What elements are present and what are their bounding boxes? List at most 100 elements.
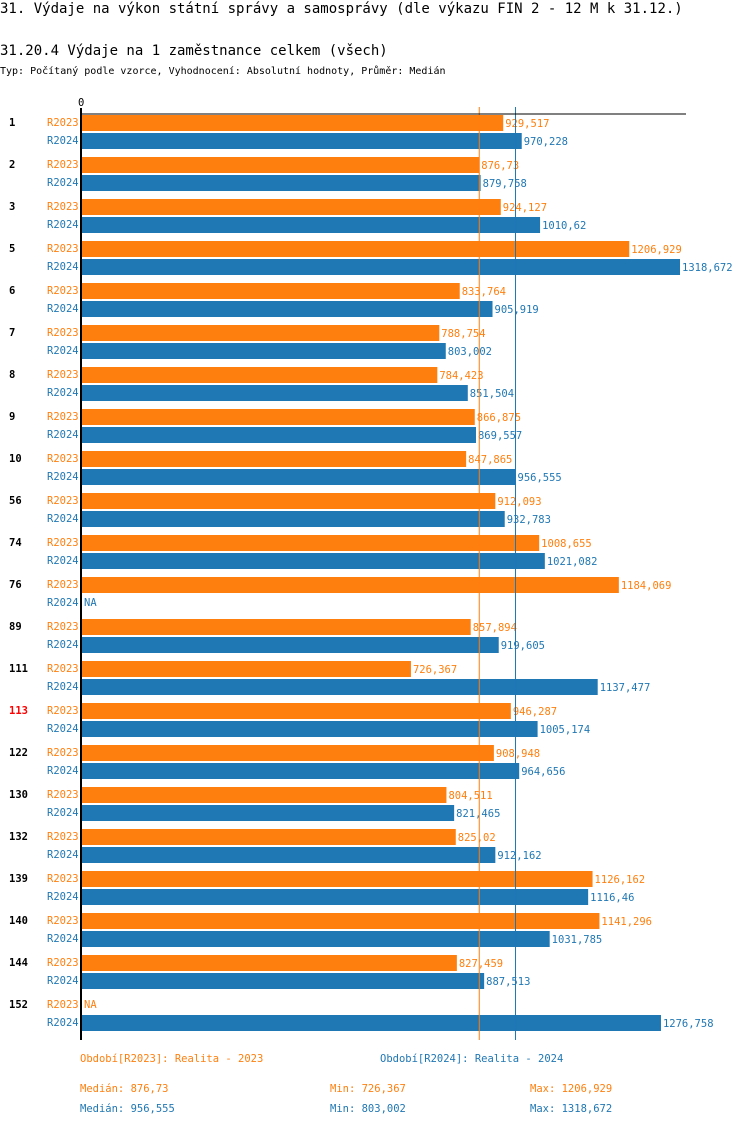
data-label: 970,228 xyxy=(524,136,568,148)
series-label: R2024 xyxy=(47,933,79,945)
data-label: 804,511 xyxy=(448,790,492,802)
bar-r2024 xyxy=(81,427,476,443)
data-label: 908,948 xyxy=(496,748,540,760)
bar-r2023 xyxy=(81,619,471,635)
bar-r2023 xyxy=(81,661,411,677)
bar-r2023 xyxy=(81,745,494,761)
series-label: R2024 xyxy=(47,471,79,483)
bar-r2023 xyxy=(81,409,475,425)
bar-r2024 xyxy=(81,133,522,149)
category-label: 152 xyxy=(9,999,28,1011)
series-label: R2023 xyxy=(47,453,79,465)
series-label: R2023 xyxy=(47,411,79,423)
na-label: NA xyxy=(84,999,97,1011)
data-label: 1008,655 xyxy=(541,538,592,550)
series-label: R2024 xyxy=(47,345,79,357)
data-label: 788,754 xyxy=(441,328,485,340)
bar-r2023 xyxy=(81,241,630,257)
max-r2024: Max: 1318,672 xyxy=(530,1103,613,1115)
bar-r2023 xyxy=(81,325,440,341)
min-r2024: Min: 803,002 xyxy=(330,1103,406,1115)
bar-r2023 xyxy=(81,493,496,509)
series-label: R2024 xyxy=(47,639,79,651)
series-label: R2024 xyxy=(47,177,79,189)
series-label: R2023 xyxy=(47,117,79,129)
series-label: R2024 xyxy=(47,387,79,399)
data-label: 1206,929 xyxy=(631,244,682,256)
series-label: R2024 xyxy=(47,807,79,819)
data-label: 869,557 xyxy=(478,430,522,442)
bar-r2023 xyxy=(81,199,501,215)
category-label: 3 xyxy=(9,201,15,213)
category-label: 111 xyxy=(9,663,28,675)
data-label: 924,127 xyxy=(503,202,547,214)
bar-r2024 xyxy=(81,763,520,779)
data-label: 912,093 xyxy=(497,496,541,508)
series-label: R2024 xyxy=(47,303,79,315)
bar-r2023 xyxy=(81,535,540,551)
data-label: 851,504 xyxy=(470,388,514,400)
data-label: 1005,174 xyxy=(540,724,591,736)
category-label: 8 xyxy=(9,369,15,381)
data-label: 784,423 xyxy=(439,370,483,382)
max-r2023: Max: 1206,929 xyxy=(530,1083,613,1095)
series-label: R2024 xyxy=(47,429,79,441)
data-label: 912,162 xyxy=(497,850,541,862)
category-label: 9 xyxy=(9,411,15,423)
series-label: R2023 xyxy=(47,285,79,297)
series-label: R2023 xyxy=(47,495,79,507)
bar-r2024 xyxy=(81,721,538,737)
series-label: R2024 xyxy=(47,681,79,693)
series-label: R2023 xyxy=(47,663,79,675)
data-label: 1021,082 xyxy=(547,556,598,568)
x-tick-label: 0 xyxy=(78,97,84,109)
data-label: 932,783 xyxy=(507,514,551,526)
category-label: 76 xyxy=(9,579,22,591)
data-label: 821,465 xyxy=(456,808,500,820)
na-label: NA xyxy=(84,597,97,609)
bar-r2023 xyxy=(81,577,619,593)
bar-r2024 xyxy=(81,805,455,821)
bar-r2024 xyxy=(81,469,516,485)
bar-r2023 xyxy=(81,871,593,887)
series-label: R2023 xyxy=(47,747,79,759)
bar-r2023 xyxy=(81,451,467,467)
series-label: R2024 xyxy=(47,261,79,273)
data-label: 929,517 xyxy=(505,118,549,130)
data-label: 726,367 xyxy=(413,664,457,676)
chart-info: Typ: Počítaný podle vzorce, Vyhodnocení:… xyxy=(0,66,446,77)
series-label: R2024 xyxy=(47,723,79,735)
bar-r2024 xyxy=(81,301,493,317)
category-label: 6 xyxy=(9,285,15,297)
data-label: 866,875 xyxy=(477,412,521,424)
data-label: 847,865 xyxy=(468,454,512,466)
bar-r2023 xyxy=(81,829,456,845)
series-label: R2024 xyxy=(47,765,79,777)
category-label: 56 xyxy=(9,495,22,507)
bar-r2024 xyxy=(81,217,541,233)
bar-r2024 xyxy=(81,1015,661,1031)
bar-r2023 xyxy=(81,787,447,803)
category-label: 140 xyxy=(9,915,28,927)
data-label: 1318,672 xyxy=(682,262,733,274)
series-label: R2024 xyxy=(47,891,79,903)
bar-r2024 xyxy=(81,847,496,863)
bar-r2024 xyxy=(81,679,598,695)
data-label: 879,758 xyxy=(483,178,527,190)
data-label: 857,894 xyxy=(473,622,517,634)
category-label: 5 xyxy=(9,243,15,255)
series-label: R2023 xyxy=(47,201,79,213)
legend-r2024: Období[R2024]: Realita - 2024 xyxy=(380,1053,564,1065)
series-label: R2023 xyxy=(47,537,79,549)
category-label: 113 xyxy=(9,705,28,717)
bar-r2024 xyxy=(81,889,589,905)
data-label: 1184,069 xyxy=(621,580,672,592)
bar-r2023 xyxy=(81,913,600,929)
median-r2024: Medián: 956,555 xyxy=(80,1103,175,1115)
series-label: R2023 xyxy=(47,789,79,801)
bar-r2024 xyxy=(81,637,499,653)
data-label: 905,919 xyxy=(495,304,539,316)
data-label: 887,513 xyxy=(486,976,530,988)
bar-r2023 xyxy=(81,283,460,299)
